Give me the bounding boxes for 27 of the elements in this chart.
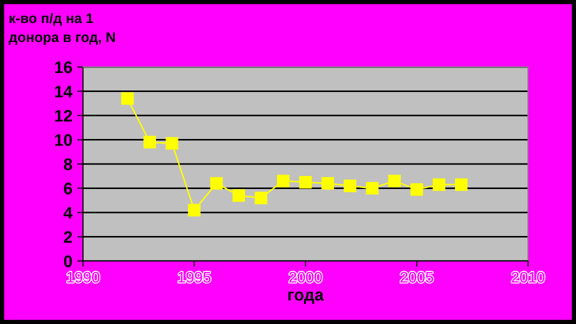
- y-tick-label: 14: [55, 86, 72, 98]
- point: [366, 182, 378, 194]
- point: [188, 204, 200, 216]
- y-tick-label: 10: [55, 134, 72, 146]
- point: [210, 177, 223, 190]
- point: [121, 92, 134, 105]
- point: [232, 189, 245, 202]
- y-tick-label: 6: [64, 182, 72, 194]
- point: [344, 180, 356, 192]
- y-tick-label: 2: [64, 231, 72, 243]
- point: [277, 174, 290, 188]
- y-tick-label: 8: [64, 158, 72, 170]
- point: [299, 176, 312, 188]
- point: [166, 137, 178, 150]
- point: [144, 136, 156, 148]
- point: [322, 177, 334, 190]
- y-tick-label: 12: [55, 110, 72, 122]
- point: [410, 183, 423, 196]
- point: [455, 178, 468, 191]
- y-tick-label: 4: [64, 207, 72, 219]
- y-tick-label: 16: [55, 61, 72, 74]
- point: [254, 192, 268, 204]
- x-axis-title: года: [288, 292, 324, 304]
- point: [432, 178, 446, 191]
- point: [388, 174, 401, 188]
- y-axis-title: к-во п/д на 1 донора в год, N: [8, 12, 115, 45]
- y-tick-label: 0: [64, 255, 72, 268]
